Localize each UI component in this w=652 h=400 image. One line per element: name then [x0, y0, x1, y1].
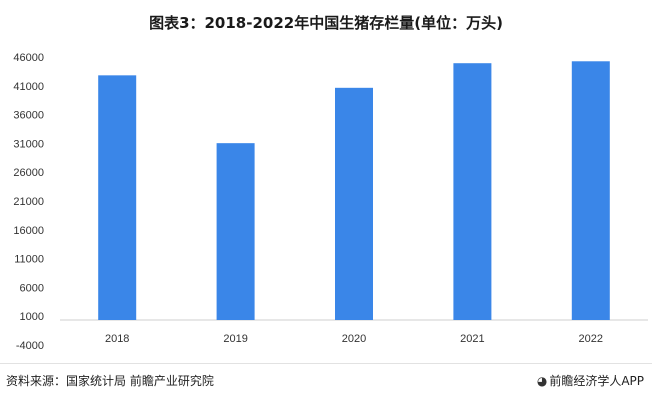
bars — [98, 61, 610, 321]
x-tick-label: 2019 — [223, 333, 247, 345]
y-tick-label: 11000 — [14, 254, 44, 266]
bar-2021 — [453, 63, 492, 320]
y-tick-label: 6000 — [20, 282, 44, 294]
brand-text: 前瞻经济学人APP — [549, 374, 644, 388]
y-tick-label: 26000 — [13, 167, 44, 179]
source-note: 资料来源：国家统计局 前瞻产业研究院 — [6, 374, 214, 388]
y-tick-label: 46000 — [13, 52, 44, 64]
brand-label: ◕ 前瞻经济学人APP — [537, 372, 644, 389]
y-axis-ticks: 46000 41000 36000 31000 26000 21000 16000 11000… — [13, 52, 44, 352]
y-tick-label: 21000 — [13, 196, 44, 208]
x-tick-label: 2022 — [579, 333, 603, 345]
y-tick-label: -4000 — [16, 340, 44, 352]
footer-divider — [0, 363, 652, 364]
bar-chart: 46000 41000 36000 31000 26000 21000 16000 11000… — [13, 52, 648, 352]
x-tick-label: 2021 — [460, 333, 484, 345]
chart-title: 图表3：2018-2022年中国生猪存栏量(单位：万头) — [149, 14, 503, 32]
y-tick-label: 31000 — [13, 138, 44, 150]
x-tick-label: 2018 — [105, 333, 129, 345]
bar-2020 — [335, 87, 373, 320]
footer: 资料来源：国家统计局 前瞻产业研究院 ◕ 前瞻经济学人APP — [6, 372, 644, 390]
qianzhan-logo-icon: ◕ — [536, 374, 548, 388]
bar-2022 — [571, 61, 610, 321]
y-tick-label: 41000 — [13, 81, 44, 93]
y-tick-label: 16000 — [13, 225, 44, 237]
x-axis-ticks: 2018 2019 2020 2021 2022 — [105, 333, 603, 345]
y-tick-label: 36000 — [13, 110, 44, 122]
bar-2018 — [98, 75, 137, 321]
x-tick-label: 2020 — [342, 333, 366, 345]
y-tick-label: 1000 — [20, 311, 44, 323]
bar-2019 — [216, 143, 255, 320]
